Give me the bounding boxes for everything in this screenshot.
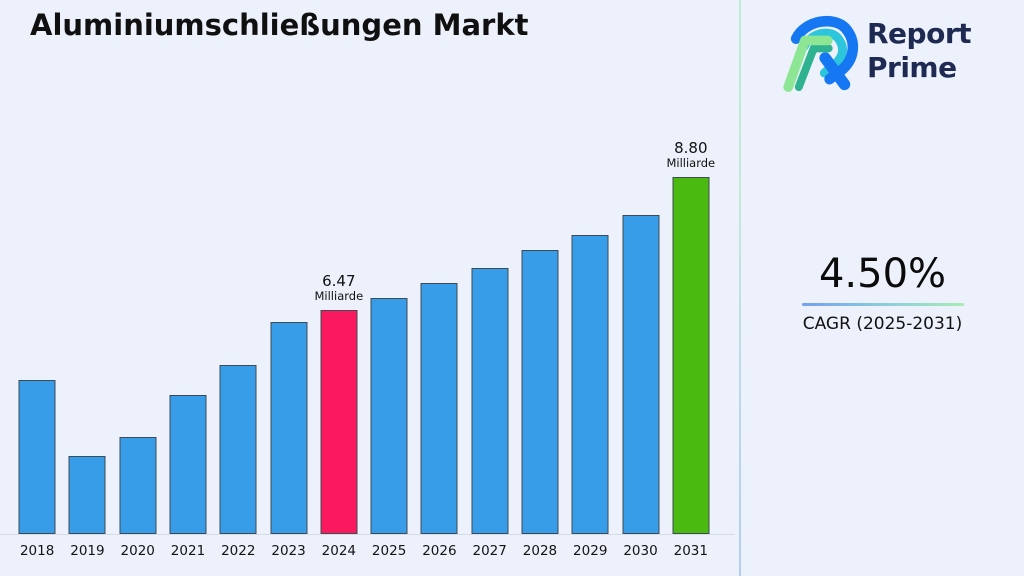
bar-2024 (320, 310, 358, 534)
bar-group-2024: 6.47 Milliarde 2024 (314, 150, 364, 559)
vertical-divider (739, 0, 741, 576)
bar-group-2028: 2028 (515, 150, 565, 559)
year-label-2029: 2029 (573, 543, 608, 559)
bar-group-2022: 2022 (213, 150, 263, 559)
bar-2028 (521, 250, 559, 534)
bar-unit-2031: Milliarde (666, 155, 716, 170)
bar-2025 (370, 298, 408, 534)
bar-2026 (420, 283, 458, 534)
bar-value-label-2031: 8.80 Milliarde (666, 138, 716, 170)
bar-2020 (119, 437, 157, 534)
bar-group-2025: 2025 (364, 150, 414, 559)
brand-name: Report Prime (867, 17, 972, 85)
bar-value-2031: 8.80 (674, 138, 708, 157)
bar-group-2029: 2029 (565, 150, 615, 559)
bar-2019 (68, 456, 106, 534)
year-label-2023: 2023 (271, 543, 306, 559)
year-label-2026: 2026 (422, 543, 457, 559)
bar-2029 (571, 235, 609, 534)
year-label-2031: 2031 (673, 543, 708, 559)
year-label-2018: 2018 (19, 543, 55, 559)
cagr-underline (801, 303, 964, 306)
bar-value-label-2024: 6.47 Milliarde (314, 271, 364, 303)
year-label-2030: 2030 (623, 543, 658, 559)
report-prime-logo-icon (783, 15, 858, 92)
year-label-2021: 2021 (170, 543, 206, 559)
page-title: Aluminiumschließungen Markt (30, 8, 529, 42)
bar-group-2027: 2027 (465, 150, 515, 559)
bar-group-2018: 2018 (12, 150, 62, 559)
bar-value-2024: 6.47 (322, 271, 356, 290)
year-label-2019: 2019 (70, 543, 105, 559)
year-label-2022: 2022 (221, 543, 256, 559)
bar-chart: 2018 2019 2020 2021 2022 2023 6.47 Milliarde 202… (12, 139, 716, 559)
bar-group-2031: 8.80 Milliarde 2031 (666, 139, 716, 559)
bar-2022 (219, 365, 257, 534)
year-label-2024: 2024 (321, 543, 357, 559)
year-label-2020: 2020 (120, 543, 155, 559)
bar-2021 (169, 395, 207, 534)
bar-2030 (622, 215, 660, 534)
right-panel: Report Prime 4.50% CAGR (2025-2031) (741, 0, 1024, 576)
x-axis-line (0, 534, 735, 535)
bar-2027 (471, 268, 509, 534)
brand-name-line1: Report (867, 17, 972, 50)
bar-group-2026: 2026 (414, 150, 464, 559)
bar-group-2030: 2030 (615, 150, 665, 559)
cagr-value: 4.50% (818, 251, 947, 297)
year-label-2027: 2027 (472, 543, 507, 559)
cagr-label: CAGR (2025-2031) (802, 314, 963, 334)
bar-group-2023: 2023 (263, 150, 313, 559)
year-label-2025: 2025 (371, 543, 407, 559)
cagr-block: 4.50% CAGR (2025-2031) (741, 252, 1024, 334)
bar-group-2020: 2020 (113, 150, 163, 559)
year-label-2028: 2028 (522, 543, 558, 559)
chart-section: Aluminiumschließungen Markt 2018 2019 2020… (0, 8, 735, 559)
brand-name-line2: Prime (867, 51, 957, 84)
bar-group-2019: 2019 (62, 150, 112, 559)
bar-2018 (18, 380, 56, 534)
bar-unit-2024: Milliarde (314, 288, 364, 303)
brand-logo: Report Prime (775, 6, 972, 96)
bar-2031 (672, 177, 710, 534)
bar-2023 (270, 322, 308, 534)
bar-group-2021: 2021 (163, 150, 213, 559)
